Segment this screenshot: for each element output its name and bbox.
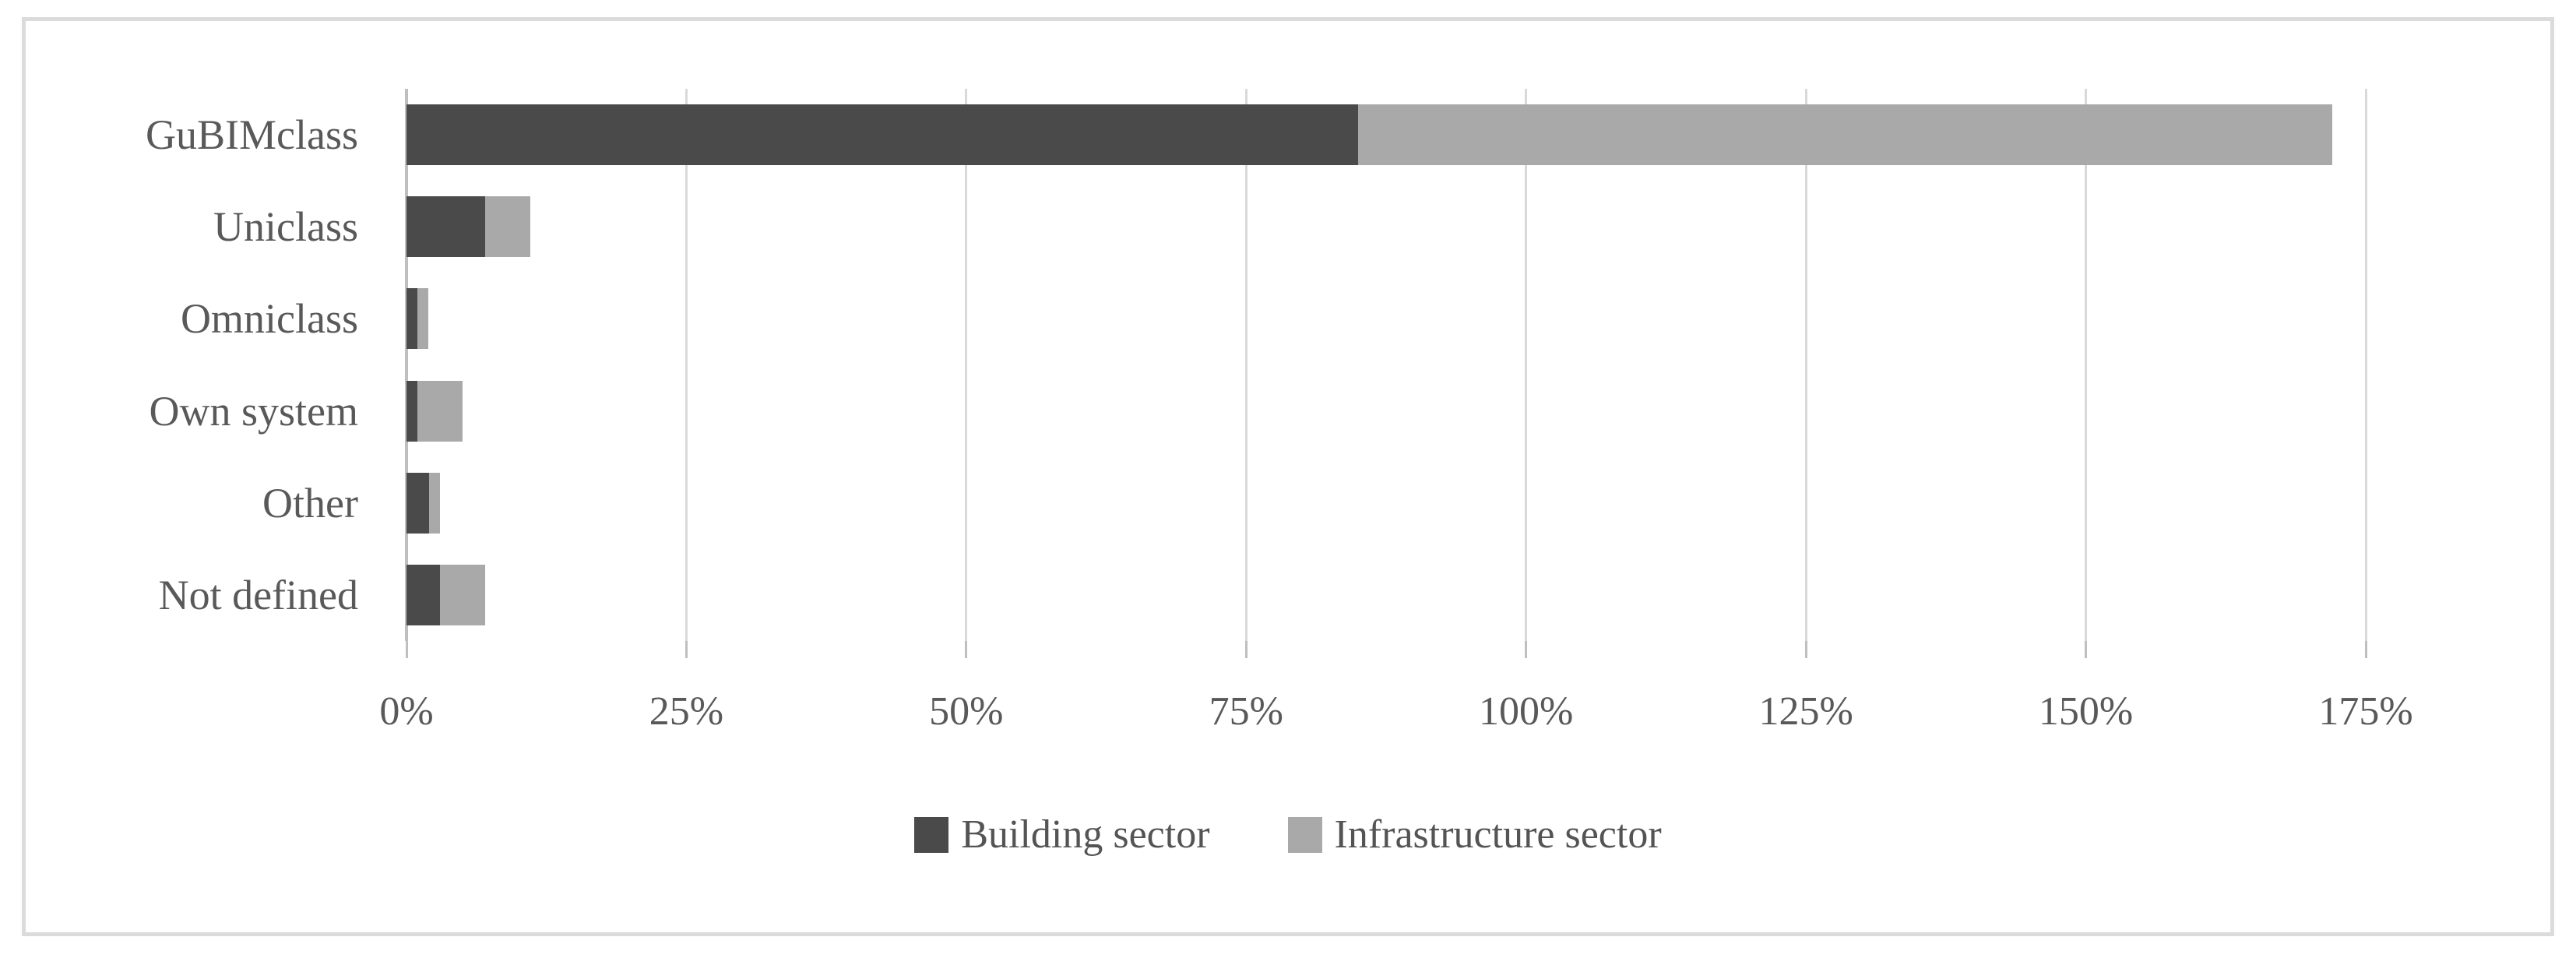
legend-swatch-infrastructure-sector: [1287, 816, 1322, 853]
bar-segment-building-sector: [406, 565, 440, 625]
plot-area: [405, 89, 2416, 658]
bar-row: [406, 196, 530, 258]
gridline: [1804, 89, 1807, 641]
bar-row: [406, 565, 485, 625]
x-axis-tick-mark: [2364, 641, 2367, 658]
bar-segment-building-sector: [406, 472, 429, 534]
legend-swatch-building-sector: [914, 816, 949, 853]
gridline: [1244, 89, 1248, 641]
bar-row: [406, 288, 428, 350]
x-axis-tick-mark: [2085, 641, 2088, 658]
legend-item-building-sector: Building sector: [914, 812, 1210, 858]
bar-segment-infrastructure-sector: [429, 472, 440, 534]
legend-item-infrastructure-sector: Infrastructure sector: [1287, 812, 1662, 858]
x-axis-tick-label: 175%: [2318, 689, 2413, 734]
category-label: GuBIMclass: [146, 111, 358, 158]
bar-segment-infrastructure-sector: [417, 380, 463, 442]
x-axis-tick-label: 75%: [1209, 689, 1283, 734]
x-axis-tick-label: 100%: [1479, 689, 1574, 734]
category-label: Not defined: [158, 572, 358, 618]
category-label: Other: [262, 479, 358, 527]
bar-segment-building-sector: [406, 380, 417, 442]
bar-segment-building-sector: [406, 196, 485, 258]
x-axis-tick-mark: [684, 641, 688, 658]
x-axis-tick-mark: [405, 641, 408, 658]
bar-segment-infrastructure-sector: [440, 565, 485, 625]
gridline: [2364, 89, 2367, 641]
x-axis-tick-label: 50%: [929, 689, 1004, 734]
y-axis-line: [405, 89, 408, 641]
category-label: Own system: [149, 387, 359, 435]
gridline: [1525, 89, 1528, 641]
category-label: Omniclass: [181, 295, 358, 343]
x-axis-tick-mark: [1525, 641, 1528, 658]
gridline: [684, 89, 688, 641]
bar-segment-building-sector: [406, 288, 417, 350]
bar-segment-infrastructure-sector: [417, 288, 428, 350]
bar-row: [406, 380, 463, 442]
x-axis-tick-label: 0%: [379, 689, 434, 734]
x-axis-tick-mark: [1804, 641, 1807, 658]
gridline: [965, 89, 968, 641]
bar-segment-infrastructure-sector: [1358, 104, 2332, 165]
bar-row: [406, 472, 440, 534]
x-axis-tick-label: 150%: [2038, 689, 2134, 734]
bar-row: [406, 104, 2332, 165]
bar-segment-infrastructure-sector: [485, 196, 530, 258]
x-axis-tick-label: 125%: [1758, 689, 1853, 734]
x-axis-tick-mark: [965, 641, 968, 658]
y-axis-category-labels: GuBIMclass Uniclass Omniclass Own system Oth…: [0, 0, 358, 958]
legend-item-label: Building sector: [961, 812, 1210, 857]
legend-item-label: Infrastructure sector: [1334, 812, 1662, 857]
x-axis-tick-label: 25%: [649, 689, 724, 734]
x-axis-tick-mark: [1244, 641, 1248, 658]
legend: Building sector Infrastructure sector: [0, 812, 2576, 858]
bar-segment-building-sector: [406, 104, 1358, 165]
gridline: [2085, 89, 2088, 641]
category-label: Uniclass: [213, 203, 358, 251]
